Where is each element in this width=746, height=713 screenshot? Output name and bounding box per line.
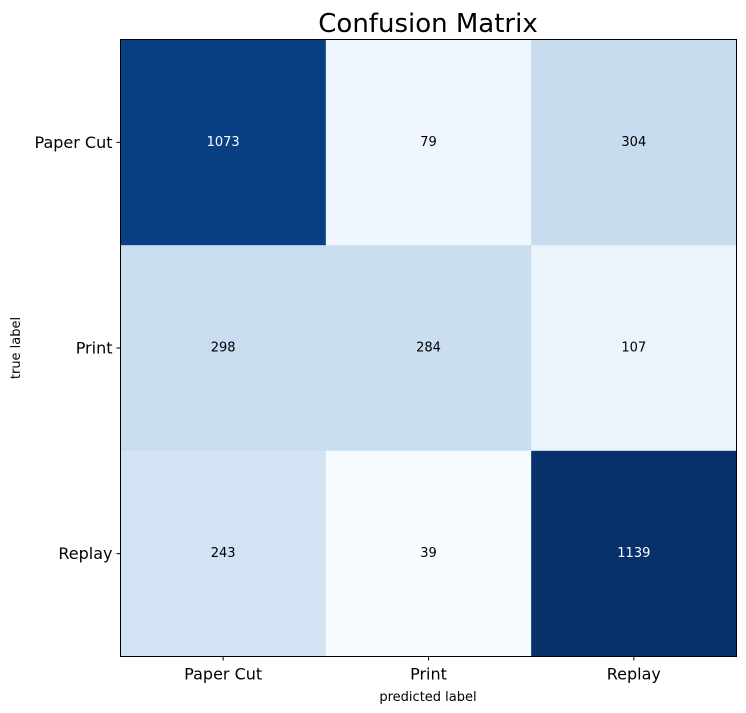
x-axis-ticks: Paper Cut Print Replay [184, 656, 661, 684]
y-axis-ticks: Paper Cut Print Replay [35, 133, 121, 563]
heatmap-cell [531, 245, 737, 452]
y-axis-label: true label [9, 317, 24, 379]
cell-value-label: 79 [420, 135, 437, 150]
chart-title: Confusion Matrix [318, 9, 537, 39]
heatmap-cell [325, 450, 532, 657]
heatmap-cell [531, 39, 737, 246]
cell-value-label: 107 [621, 341, 646, 356]
heatmap-cell [325, 245, 532, 452]
cell-value-label: 304 [621, 135, 646, 150]
x-tick-label: Replay [607, 665, 661, 684]
heatmap-cell [531, 450, 737, 657]
heatmap-cell [120, 39, 327, 246]
cell-value-label: 298 [211, 341, 236, 356]
x-tick-label: Print [410, 665, 447, 684]
cell-value-label: 1073 [207, 135, 240, 150]
y-tick-label: Print [76, 339, 113, 358]
heatmap-cells [120, 39, 737, 657]
y-tick-label: Replay [58, 544, 112, 563]
cell-value-labels: 1073 79 304 298 284 107 243 39 1139 [207, 135, 651, 561]
cell-value-label: 1139 [617, 546, 650, 561]
cell-value-label: 243 [211, 546, 236, 561]
y-tick-label: Paper Cut [35, 133, 113, 152]
cell-value-label: 284 [416, 341, 441, 356]
heatmap-cell [120, 450, 327, 657]
cell-value-label: 39 [420, 546, 437, 561]
x-axis-label: predicted label [379, 690, 476, 705]
heatmap-cell [120, 245, 327, 452]
heatmap-cell [325, 39, 532, 246]
x-tick-label: Paper Cut [184, 665, 262, 684]
